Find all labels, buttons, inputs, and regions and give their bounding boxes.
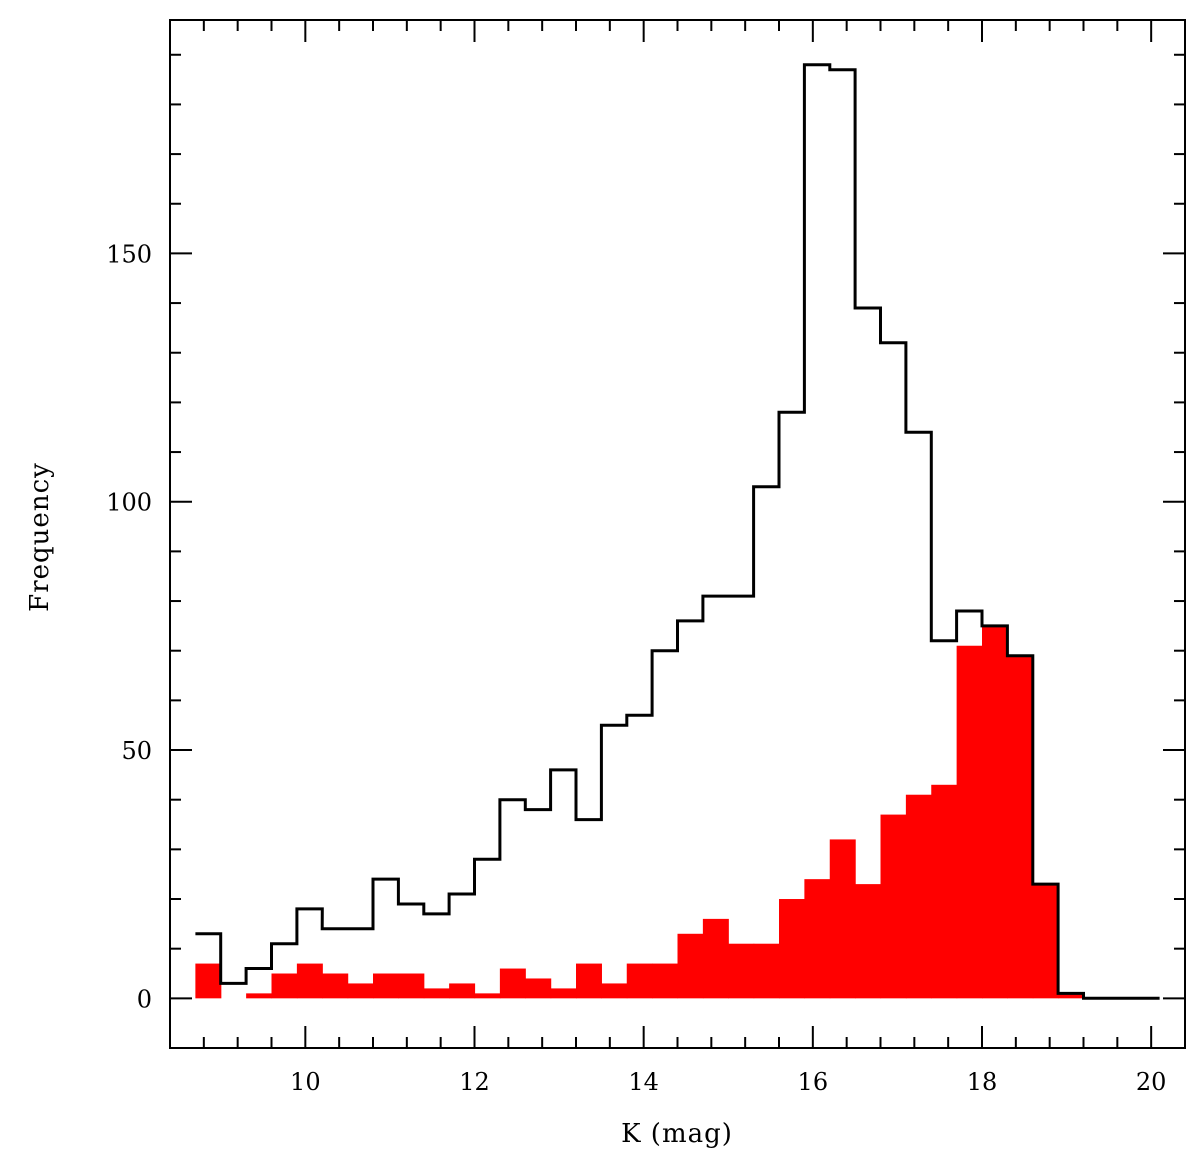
- red-bar-8: [398, 973, 425, 999]
- red-bar-21: [728, 943, 755, 999]
- red-bar-6: [347, 983, 374, 999]
- red-bar-15: [576, 963, 602, 999]
- red-bar-22: [753, 943, 780, 999]
- red-bar-30: [956, 645, 983, 999]
- red-bar-10: [449, 983, 476, 999]
- red-filled-histogram: [195, 625, 1085, 999]
- x-axis-title: K (mag): [621, 1119, 733, 1149]
- black-step-histogram: [195, 63, 1160, 1000]
- red-bar-19: [677, 933, 704, 999]
- red-bar-7: [373, 973, 399, 999]
- red-bar-33: [1032, 884, 1059, 999]
- y-tick-label: 100: [106, 489, 152, 517]
- red-bar-2: [246, 993, 273, 999]
- red-bar-27: [880, 814, 907, 999]
- y-tick-label: 50: [121, 737, 152, 765]
- red-bar-20: [702, 918, 729, 999]
- red-bar-18: [652, 963, 679, 999]
- red-bar-16: [601, 983, 628, 999]
- red-bar-4: [296, 963, 323, 999]
- red-bar-23: [779, 899, 805, 999]
- red-bar-28: [905, 794, 932, 999]
- red-bar-17: [626, 963, 653, 999]
- red-bar-34: [1058, 993, 1085, 999]
- red-bar-3: [271, 973, 298, 999]
- y-axis-title: Frequency: [25, 462, 55, 612]
- black-step-line: [195, 63, 1160, 1000]
- red-bar-31: [982, 625, 1008, 999]
- red-bar-25: [829, 839, 856, 999]
- red-bar-26: [855, 884, 882, 999]
- y-tick-label: 0: [137, 985, 152, 1013]
- red-bar-32: [1007, 655, 1034, 999]
- x-tick-label: 20: [1136, 1068, 1167, 1096]
- red-bar-11: [474, 993, 501, 999]
- tick-labels: 10 12 14 16 18 20 0 50 100 150: [106, 240, 1166, 1096]
- red-bar-13: [525, 978, 552, 999]
- x-tick-label: 18: [967, 1068, 998, 1096]
- x-tick-label: 12: [459, 1068, 490, 1096]
- red-bar-9: [423, 988, 450, 999]
- red-bar-0: [195, 963, 222, 999]
- red-bar-29: [931, 784, 958, 999]
- x-tick-label: 10: [290, 1068, 321, 1096]
- x-tick-label: 16: [798, 1068, 829, 1096]
- red-bar-24: [804, 879, 831, 999]
- red-bar-12: [499, 968, 526, 999]
- red-bar-14: [550, 988, 577, 999]
- y-tick-label: 150: [106, 240, 152, 268]
- red-bar-5: [322, 973, 349, 999]
- x-tick-label: 14: [628, 1068, 659, 1096]
- plot-frame: [169, 19, 1186, 1049]
